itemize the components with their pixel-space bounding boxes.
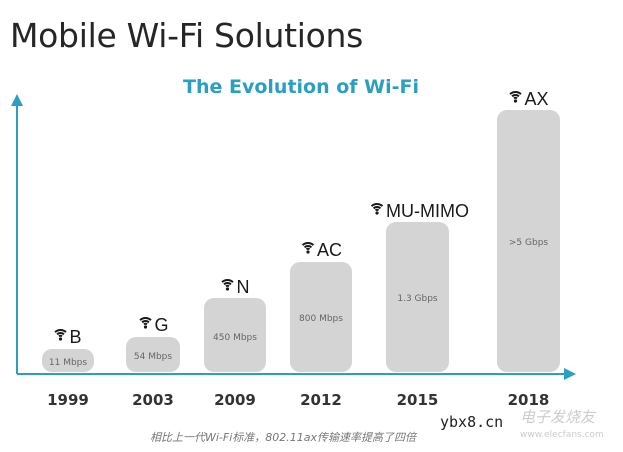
x-tick-label: 2018 — [508, 391, 550, 409]
standard-label: G — [155, 315, 169, 335]
chart-title: The Evolution of Wi-Fi — [183, 76, 420, 98]
standard-label: AX — [525, 89, 549, 109]
x-tick-label: 2015 — [397, 391, 439, 409]
x-axis-arrow — [564, 368, 576, 380]
bar-value-label: 450 Mbps — [213, 333, 257, 343]
page-title: Mobile Wi-Fi Solutions — [10, 16, 363, 55]
standard-label: AC — [317, 240, 342, 260]
bar-value-label: >5 Gbps — [509, 238, 549, 248]
bar — [290, 262, 352, 372]
x-tick-label: 2012 — [300, 391, 342, 409]
x-tick-label: 2003 — [132, 391, 174, 409]
standard-label: B — [70, 327, 82, 347]
wifi-icon — [54, 329, 67, 341]
wifi-icon — [221, 279, 234, 291]
bar — [497, 110, 560, 372]
watermark-url: www.elecfans.com — [520, 430, 604, 440]
caption: 相比上一代Wi-Fi标准，802.11ax传输速率提高了四倍 — [150, 431, 417, 444]
y-axis-arrow — [11, 94, 23, 106]
watermark-brand: 电子发烧友 — [520, 408, 596, 426]
wifi-icon — [509, 91, 522, 103]
bar-value-label: 800 Mbps — [299, 314, 343, 324]
wifi-icon — [139, 317, 152, 329]
bar-value-label: 54 Mbps — [134, 352, 173, 362]
wifi-icon — [301, 242, 315, 254]
bar — [42, 349, 94, 372]
standard-label: N — [237, 277, 250, 297]
bar — [126, 337, 180, 372]
wifi-icon — [370, 203, 384, 215]
x-tick-label: 2009 — [214, 391, 256, 409]
watermark-site: ybx8.cn — [440, 413, 504, 431]
bar-value-label: 1.3 Gbps — [397, 294, 438, 304]
x-tick-label: 1999 — [47, 391, 89, 409]
bar-value-label: 11 Mbps — [49, 358, 88, 368]
bar — [204, 298, 266, 372]
standard-label: MU-MIMO — [386, 201, 469, 221]
bar — [386, 222, 449, 372]
